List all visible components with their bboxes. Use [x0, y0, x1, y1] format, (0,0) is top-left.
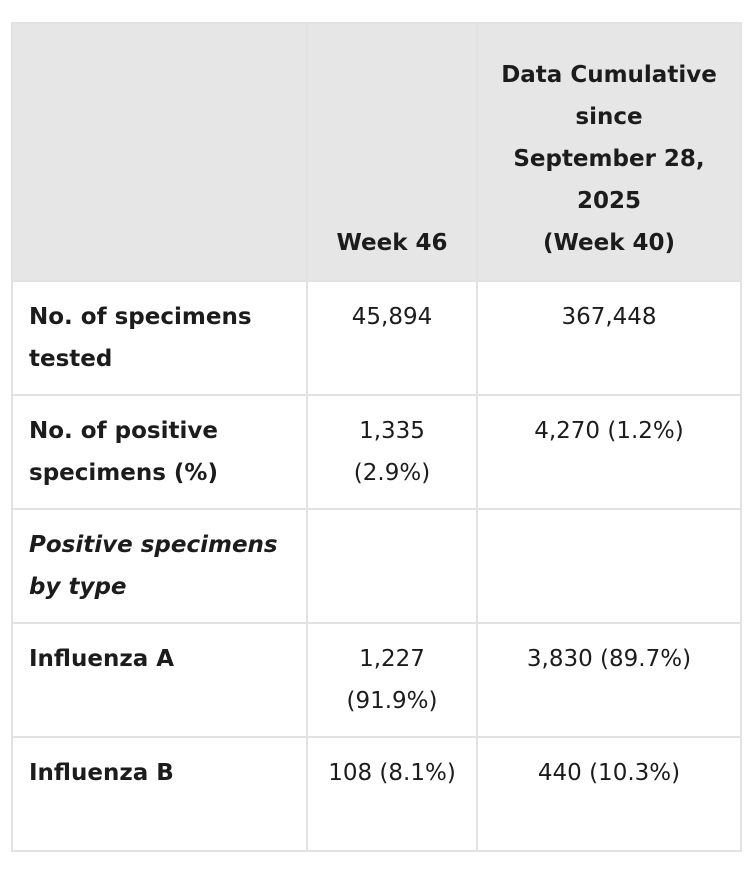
table-row: Positive specimens by type: [11, 508, 742, 624]
row-label: No. of positive specimens (%): [11, 394, 308, 510]
row-label: Influenza B: [11, 736, 308, 852]
row-cumulative-value: 440 (10.3%): [476, 736, 742, 852]
header-week: Week 46: [306, 22, 478, 282]
row-cumulative-value: [476, 508, 742, 624]
table-row: No. of specimens tested 45,894 367,448: [11, 280, 742, 396]
row-week-value: 108 (8.1%): [306, 736, 478, 852]
header-empty-cell: [11, 22, 308, 282]
table-row: Influenza B 108 (8.1%) 440 (10.3%): [11, 736, 742, 852]
row-week-value: 1,335 (2.9%): [306, 394, 478, 510]
row-label: No. of specimens tested: [11, 280, 308, 396]
header-cumulative: Data Cumulative since September 28, 2025…: [476, 22, 742, 282]
row-cumulative-value: 4,270 (1.2%): [476, 394, 742, 510]
flu-data-table: Week 46 Data Cumulative since September …: [11, 22, 742, 852]
header-cumulative-line: (Week 40): [542, 230, 676, 256]
row-week-value: 45,894: [306, 280, 478, 396]
row-cumulative-value: 3,830 (89.7%): [476, 622, 742, 738]
row-week-value: 1,227 (91.9%): [306, 622, 478, 738]
header-cumulative-line: since: [575, 104, 643, 130]
row-week-value: [306, 508, 478, 624]
row-label: Positive specimens by type: [11, 508, 308, 624]
row-label: Influenza A: [11, 622, 308, 738]
header-cumulative-line: Data Cumulative: [501, 62, 717, 88]
row-cumulative-value: 367,448: [476, 280, 742, 396]
table-row: No. of positive specimens (%) 1,335 (2.9…: [11, 394, 742, 510]
header-cumulative-line: September 28,: [513, 146, 705, 172]
table-row: Influenza A 1,227 (91.9%) 3,830 (89.7%): [11, 622, 742, 738]
header-row: Week 46 Data Cumulative since September …: [11, 22, 742, 282]
header-cumulative-line: 2025: [576, 188, 641, 214]
